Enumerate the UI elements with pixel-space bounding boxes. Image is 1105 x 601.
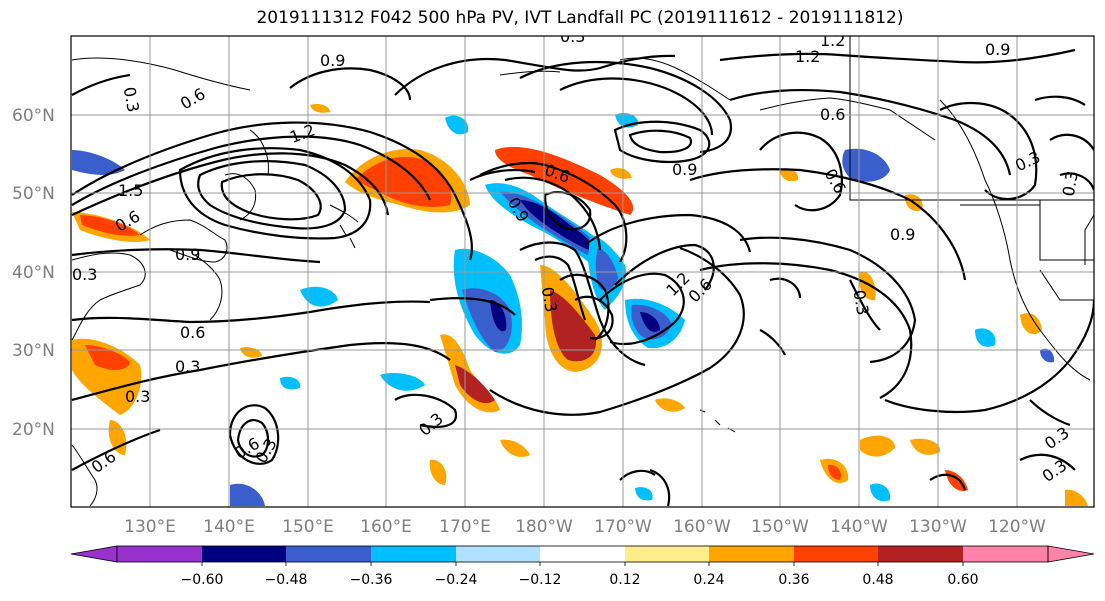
- contour-label: 0.3: [560, 27, 585, 46]
- longitude-labels: 130°E 140°E 150°E 160°E 170°E 180°W 170°…: [124, 517, 1046, 537]
- latitude-labels: 60°N 50°N 40°N 30°N 20°N: [12, 106, 55, 440]
- lon-label: 130°E: [124, 517, 176, 537]
- contour-label: 1.2: [795, 47, 820, 66]
- colorbar: −0.60 −0.48 −0.36 −0.24 −0.12 0.12 0.24 …: [70, 545, 1095, 588]
- colorbar-tick: −0.24: [435, 572, 478, 588]
- contour-label: 1.2: [820, 31, 845, 50]
- colorbar-tick: −0.48: [265, 572, 308, 588]
- map-title: 2019111312 F042 500 hPa PV, IVT Landfall…: [256, 8, 904, 28]
- colorbar-segment: [540, 546, 625, 562]
- colorbar-tick: −0.36: [350, 572, 393, 588]
- lon-label: 140°E: [203, 517, 255, 537]
- lon-label: 170°E: [439, 517, 491, 537]
- colorbar-segment: [286, 546, 371, 562]
- contour-label: 0.9: [672, 160, 697, 179]
- lat-label: 60°N: [12, 106, 55, 126]
- lat-label: 20°N: [12, 420, 55, 440]
- colorbar-extend-low: [70, 545, 118, 563]
- colorbar-frame: [116, 545, 1049, 563]
- map-border: [70, 35, 1095, 508]
- lon-label: 160°W: [673, 517, 731, 537]
- shaded-anomalies: [72, 103, 1088, 506]
- lat-label: 40°N: [12, 263, 55, 283]
- colorbar-segment: [963, 546, 1048, 562]
- lon-label: 140°W: [830, 517, 888, 537]
- lon-label: 170°W: [594, 517, 652, 537]
- contour-label: 0.9: [320, 51, 345, 70]
- contour-label: 1.5: [118, 181, 143, 200]
- colorbar-segment: [456, 546, 540, 562]
- contour-label: 0.9: [985, 40, 1010, 59]
- colorbar-segment: [371, 546, 456, 562]
- colorbar-segment: [878, 546, 963, 562]
- colorbar-tick: −0.12: [519, 572, 562, 588]
- contour-label: 0.3: [849, 288, 872, 316]
- colorbar-tick: 0.48: [862, 572, 893, 588]
- contour-label: 0.3: [538, 285, 561, 313]
- colorbar-tick: 0.36: [778, 572, 809, 588]
- lon-label: 160°E: [360, 517, 412, 537]
- contour-label: 0.3: [72, 265, 97, 284]
- lon-label: 150°W: [751, 517, 809, 537]
- colorbar-segment: [117, 546, 202, 562]
- colorbar-segment: [709, 546, 794, 562]
- lon-label: 180°W: [515, 517, 573, 537]
- lon-label: 150°E: [282, 517, 334, 537]
- contour-label: 0.6: [180, 323, 205, 342]
- contour-label: 0.9: [890, 225, 915, 244]
- colorbar-extend-high: [1047, 545, 1095, 563]
- gridlines: [71, 36, 1094, 507]
- lon-label: 130°W: [909, 517, 967, 537]
- lat-label: 50°N: [12, 184, 55, 204]
- coastlines: [71, 36, 1094, 507]
- colorbar-segment: [625, 546, 709, 562]
- contour-label: 0.9: [175, 245, 200, 264]
- contour-label: 0.3: [125, 387, 150, 406]
- contour-label: 0.3: [120, 85, 143, 113]
- colorbar-tick: −0.60: [181, 572, 224, 588]
- contour-label: 0.6: [820, 105, 845, 124]
- colorbar-segment: [794, 546, 878, 562]
- contour-label: 0.3: [1059, 169, 1082, 197]
- contour-label: 0.3: [175, 357, 200, 376]
- colorbar-segment: [202, 546, 287, 562]
- colorbar-tick: 0.24: [693, 572, 724, 588]
- lat-label: 30°N: [12, 341, 55, 361]
- colorbar-tick: 0.12: [609, 572, 640, 588]
- lon-label: 120°W: [988, 517, 1046, 537]
- colorbar-tick: 0.60: [947, 572, 978, 588]
